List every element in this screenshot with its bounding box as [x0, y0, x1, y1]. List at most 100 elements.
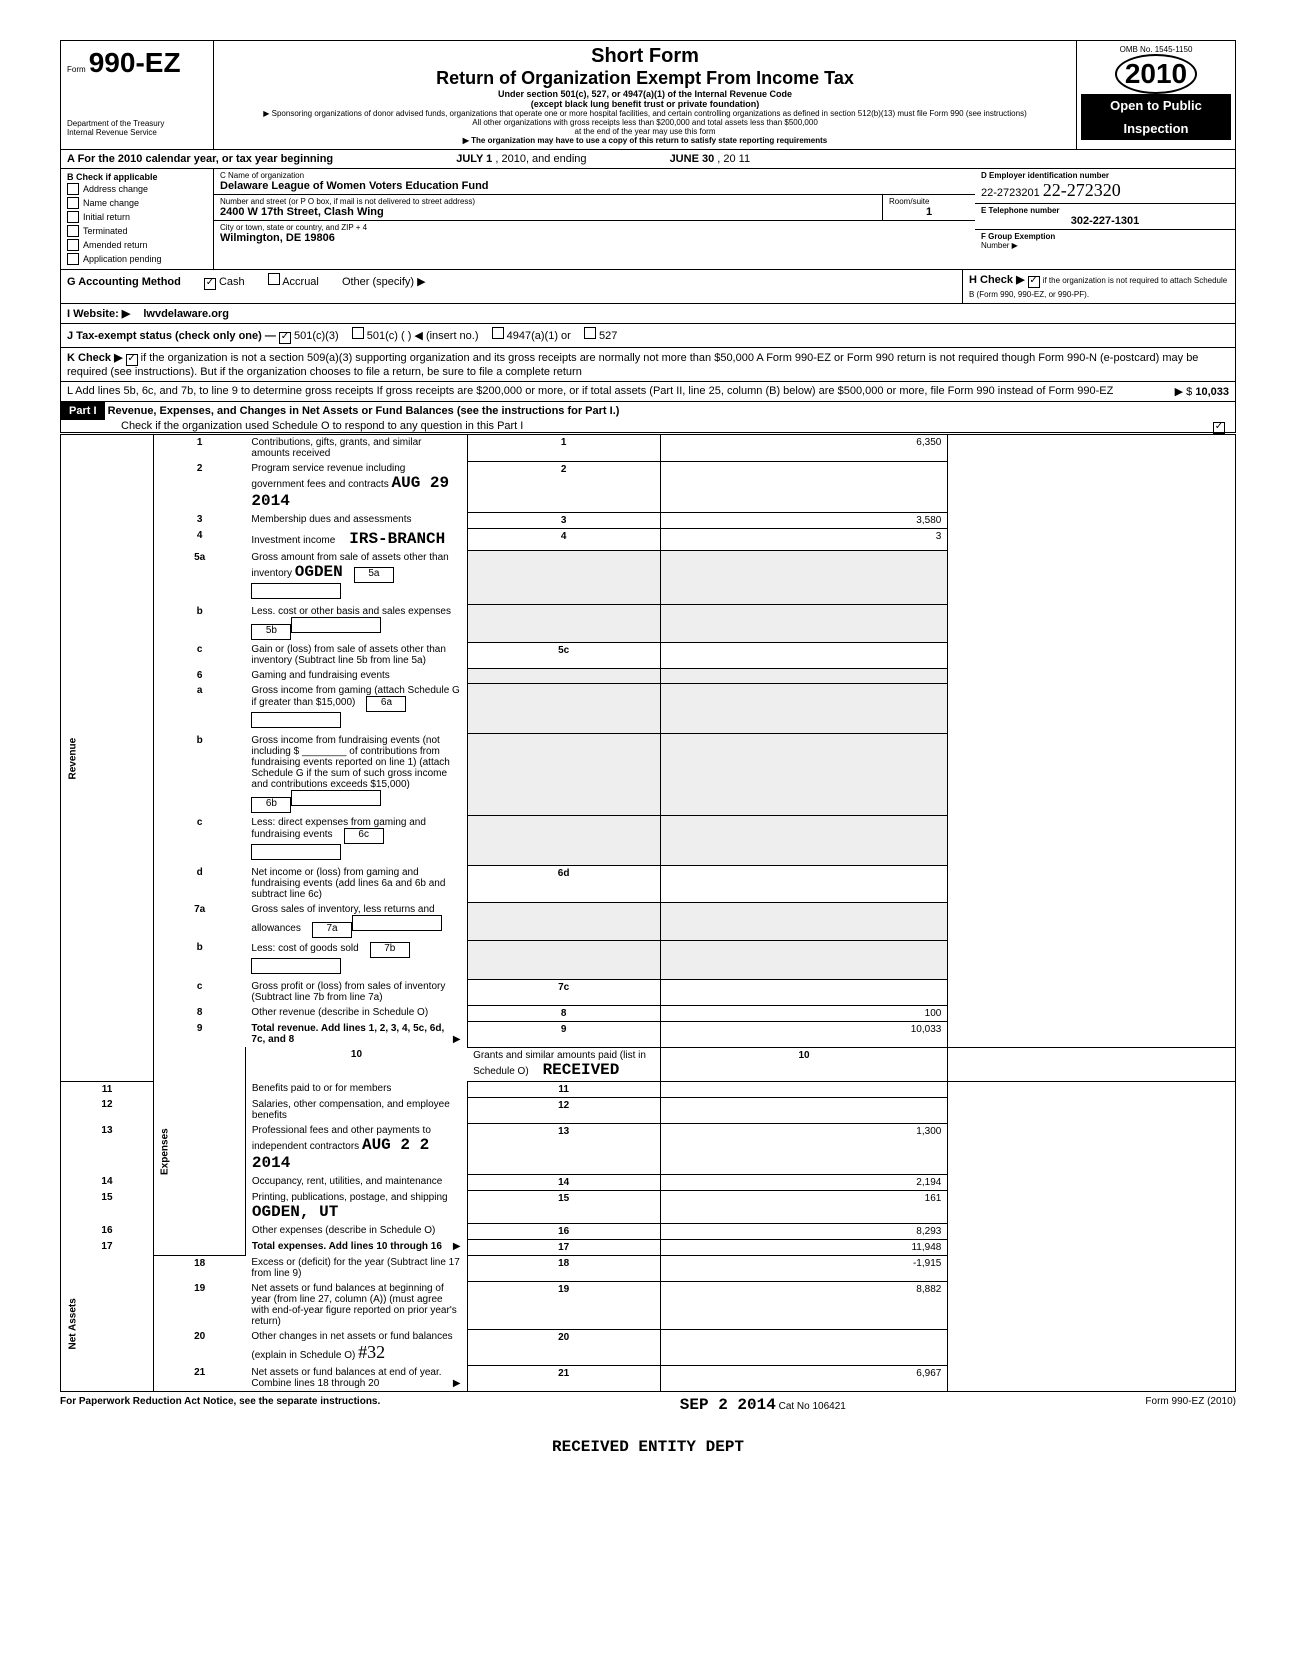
- cb-schedule-o[interactable]: [1213, 422, 1225, 434]
- line-11-num: 11: [61, 1081, 154, 1097]
- line-10-desc: Grants and similar amounts paid (list in…: [467, 1047, 660, 1081]
- l-amount: 10,033: [1195, 386, 1229, 398]
- line-7c-col: 7c: [467, 979, 660, 1005]
- val-6c: [251, 844, 341, 860]
- stamp-ogden2: OGDEN, UT: [252, 1203, 338, 1221]
- cb-app-pending[interactable]: [67, 253, 79, 265]
- cb-terminated[interactable]: [67, 225, 79, 237]
- i-row: I Website: ▶ lwvdelaware.org: [60, 304, 1236, 324]
- line-7c-desc: Gross profit or (loss) from sales of inv…: [245, 979, 467, 1005]
- line-17-col: 17: [467, 1239, 660, 1255]
- period-end-month: JUNE 30: [670, 153, 715, 165]
- line-2-desc: Program service revenue including govern…: [245, 461, 467, 512]
- line-6-col: [467, 668, 660, 683]
- l-arrow: ▶ $: [1175, 386, 1193, 398]
- short-form-title: Short Form: [222, 45, 1068, 68]
- cb-amended[interactable]: [67, 239, 79, 251]
- line-10-num: 10: [245, 1047, 467, 1081]
- city-label: City or town, state or country, and ZIP …: [220, 223, 969, 232]
- cb-address-change[interactable]: [67, 183, 79, 195]
- line-6b-desc: Gross income from fundraising events (no…: [245, 733, 467, 815]
- line-11-amt: [660, 1081, 948, 1097]
- omb-number: OMB No. 1545-1150: [1081, 45, 1231, 54]
- street-label: Number and street (or P O box, if mail i…: [220, 197, 876, 206]
- line-18-col: 18: [467, 1255, 660, 1281]
- line-4-col: 4: [467, 528, 660, 550]
- line-19-amt: 8,882: [660, 1281, 948, 1329]
- line-14-amt: 2,194: [660, 1174, 948, 1190]
- lbl-name-change: Name change: [83, 198, 139, 208]
- line-21-desc: Net assets or fund balances at end of ye…: [245, 1365, 467, 1392]
- tax-year: 2010: [1115, 54, 1197, 94]
- line-12-amt: [660, 1097, 948, 1123]
- line-17-num: 17: [61, 1239, 154, 1255]
- lbl-address-change: Address change: [83, 184, 148, 194]
- street: 2400 W 17th Street, Clash Wing: [220, 206, 876, 218]
- cb-509a3[interactable]: [126, 354, 138, 366]
- subtitle-4: All other organizations with gross recei…: [222, 118, 1068, 127]
- dept-treasury: Department of the Treasury: [67, 119, 207, 128]
- line-4-num: 4: [153, 528, 245, 550]
- cb-schedule-b[interactable]: [1028, 276, 1040, 288]
- period-end-year: , 20 11: [717, 153, 750, 165]
- cb-4947[interactable]: [492, 327, 504, 339]
- city: Wilmington, DE 19806: [220, 232, 969, 244]
- part1-title: Revenue, Expenses, and Changes in Net As…: [108, 405, 620, 417]
- section-f-label: F Group Exemption: [981, 232, 1229, 241]
- cb-cash[interactable]: [204, 278, 216, 290]
- section-b-label: B Check if applicable: [67, 172, 158, 182]
- box-6a: 6a: [366, 696, 406, 712]
- stamp-ogden: OGDEN: [295, 563, 343, 581]
- line-3-amt: 3,580: [660, 512, 948, 528]
- lbl-app-pending: Application pending: [83, 254, 162, 264]
- cb-527[interactable]: [584, 327, 596, 339]
- val-5b: [291, 617, 381, 633]
- ein: 22-2723201: [981, 187, 1040, 199]
- line-16-amt: 8,293: [660, 1223, 948, 1239]
- line-13-amt: 1,300: [660, 1123, 948, 1174]
- lbl-insert: ) ◀ (insert no.): [408, 330, 479, 342]
- line-6b-col: [467, 733, 660, 815]
- line-6c-amt: [660, 815, 948, 865]
- footer-row: For Paperwork Reduction Act Notice, see …: [60, 1392, 1236, 1418]
- line-1-num: 1: [153, 435, 245, 462]
- cb-name-change[interactable]: [67, 197, 79, 209]
- val-6a: [251, 712, 341, 728]
- box-5b: 5b: [251, 624, 291, 640]
- stamp-received: RECEIVED: [543, 1061, 620, 1079]
- cb-accrual[interactable]: [268, 273, 280, 285]
- line-2-num: 2: [153, 461, 245, 512]
- form-header: Form 990-EZ Department of the Treasury I…: [60, 40, 1236, 150]
- room: 1: [889, 206, 969, 218]
- line-12-desc: Salaries, other compensation, and employ…: [245, 1097, 467, 1123]
- period-mid: , 2010, and ending: [495, 153, 586, 165]
- val-5a: [251, 583, 341, 599]
- cb-501c[interactable]: [352, 327, 364, 339]
- cb-501c3[interactable]: [279, 332, 291, 344]
- lbl-other: Other (specify) ▶: [342, 276, 426, 288]
- line-20-amt: [660, 1329, 948, 1365]
- line-7a-num: 7a: [153, 902, 245, 940]
- line-13-desc: Professional fees and other payments to …: [245, 1123, 467, 1174]
- open-public-1: Open to Public: [1081, 94, 1231, 117]
- line-7b-col: [467, 940, 660, 979]
- line-16-col: 16: [467, 1223, 660, 1239]
- subtitle-6: ▶ The organization may have to use a cop…: [222, 136, 1068, 145]
- k-row: K Check ▶ if the organization is not a s…: [60, 348, 1236, 382]
- lbl-initial-return: Initial return: [83, 212, 130, 222]
- line-6-amt: [660, 668, 948, 683]
- section-l-text: L Add lines 5b, 6c, and 7b, to line 9 to…: [67, 385, 1113, 397]
- val-6b: [291, 790, 381, 806]
- return-title: Return of Organization Exempt From Incom…: [222, 68, 1068, 89]
- line-5b-desc: Less. cost or other basis and sales expe…: [245, 604, 467, 642]
- form-number: 990-EZ: [89, 47, 181, 78]
- room-label: Room/suite: [889, 197, 969, 206]
- section-d-label: D Employer identification number: [981, 171, 1229, 180]
- section-k-text: if the organization is not a section 509…: [67, 352, 1198, 378]
- lines-table: Revenue 1 Contributions, gifts, grants, …: [60, 434, 1236, 1392]
- lbl-501c3: 501(c)(3): [294, 330, 339, 342]
- cb-initial-return[interactable]: [67, 211, 79, 223]
- line-5a-col: [467, 550, 660, 604]
- line-12-col: 12: [467, 1097, 660, 1123]
- line-7b-amt: [660, 940, 948, 979]
